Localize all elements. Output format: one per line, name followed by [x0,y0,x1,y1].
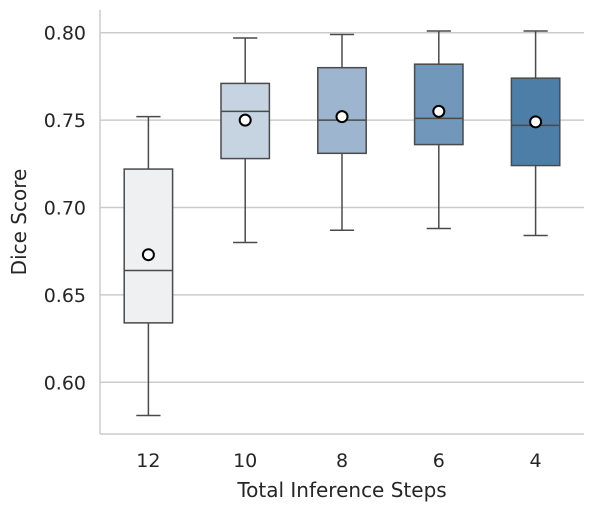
y-tick-label: 0.75 [44,110,86,132]
mean-marker [141,248,155,262]
box-iqr [123,168,174,324]
x-tick-labels: 12 10 8 6 4 [136,450,541,472]
mean-marker [335,110,349,124]
box-group-6 [413,30,464,230]
y-tick-label: 0.80 [44,23,86,45]
box-group-12 [123,115,174,417]
box-group-8 [317,33,367,231]
axes [99,10,584,435]
x-tick-label: 10 [233,450,257,472]
x-tick-label: 12 [136,450,160,472]
x-tick-label: 4 [530,450,542,472]
y-tick-label: 0.70 [44,198,86,220]
box-iqr [413,63,464,146]
x-tick-label: 6 [433,450,445,472]
mean-marker [238,113,252,127]
box-group-4 [510,30,561,237]
box-series [123,30,561,417]
box-group-10 [220,37,271,244]
y-axis-label: Dice Score [7,169,31,276]
mean-marker [529,115,543,129]
y-tick-label: 0.65 [44,285,86,307]
y-tick-label: 0.60 [44,372,86,394]
mean-marker [432,104,446,118]
x-tick-label: 8 [336,450,348,472]
x-axis-label: Total Inference Steps [236,478,446,502]
y-tick-labels: 0.60 0.65 0.70 0.75 0.80 [44,23,86,395]
